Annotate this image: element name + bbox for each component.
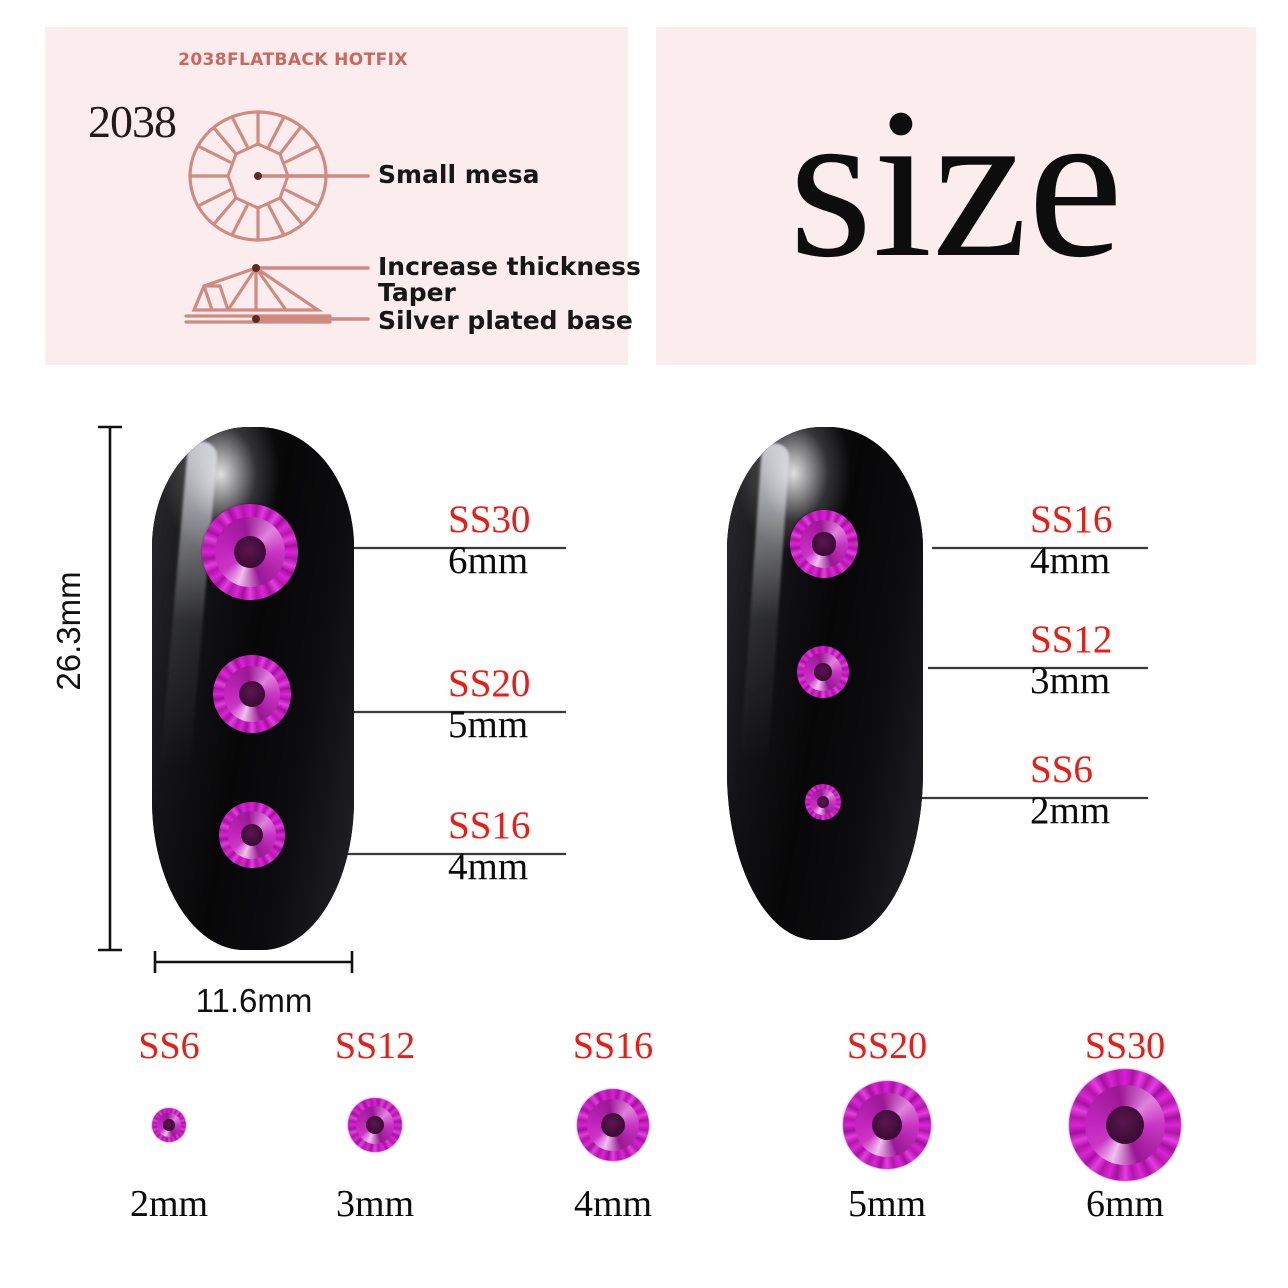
nail-width-label: 11.6mm	[195, 982, 313, 1019]
callout-ss12-size: SS12	[1030, 618, 1113, 661]
size-chart-ss20-label: SS20	[846, 1025, 928, 1067]
size-chart-ss30-gem	[1069, 1069, 1181, 1181]
size-chart-ss6-mm: 2mm	[129, 1183, 209, 1225]
stone-ss12-on-nail-right	[797, 646, 849, 698]
size-chart-ss16-label: SS16	[572, 1025, 654, 1067]
callout-ss6-mm: 2mm	[1030, 789, 1111, 832]
stone-ss30-on-nail	[202, 504, 298, 600]
callout-ss16-left: SS16 4mm	[330, 806, 530, 888]
callout-ss30-size: SS30	[448, 498, 531, 541]
size-chart-ss6-gem-wrap	[84, 1066, 254, 1184]
size-chart-ss6-label: SS6	[138, 1025, 200, 1067]
size-chart-ss30-mm: 6mm	[1085, 1183, 1165, 1225]
size-chart-item-ss12: SS12 3mm	[290, 1026, 460, 1224]
callout-ss20-mm: 5mm	[448, 703, 529, 746]
size-chart-ss20-mm: 5mm	[847, 1183, 927, 1225]
callout-increase-thickness: Increase thickness	[378, 252, 641, 281]
size-chart-ss16-mm: 4mm	[573, 1183, 653, 1225]
size-chart-item-ss30: SS30 6mm	[1040, 1026, 1210, 1224]
size-chart-ss30-gem-wrap	[1040, 1066, 1210, 1184]
size-chart-ss20-gem	[843, 1081, 931, 1169]
stone-ss16-on-nail	[219, 802, 285, 868]
nail-width-dimension-line	[153, 951, 354, 973]
nail-height-dimension-line	[98, 425, 122, 952]
size-heading-text: size	[788, 63, 1124, 302]
callout-ss16-left-mm: 4mm	[448, 845, 529, 888]
size-chart-ss16-gem	[577, 1089, 649, 1161]
callout-ss6: SS6 2mm	[912, 750, 1110, 832]
size-chart-item-ss6: SS6 2mm	[84, 1026, 254, 1224]
callout-ss16-left-size: SS16	[448, 804, 531, 847]
callout-ss12-mm: 3mm	[1030, 659, 1111, 702]
size-chart-ss12-gem	[348, 1098, 402, 1152]
stone-ss6-on-nail-right	[805, 784, 841, 820]
callout-small-mesa: Small mesa	[378, 160, 540, 189]
callout-ss20-size: SS20	[448, 662, 531, 705]
callout-ss16-right: SS16 4mm	[912, 500, 1112, 582]
stone-ss16-on-nail-right	[790, 510, 858, 578]
product-code-label: 2038	[88, 96, 177, 147]
callout-ss30: SS30 6mm	[330, 500, 530, 582]
size-chart-ss30-label: SS30	[1084, 1025, 1166, 1067]
callout-ss30-mm: 6mm	[448, 539, 529, 582]
flatback-diagram-panel	[45, 27, 628, 365]
size-chart-ss6-gem	[152, 1108, 186, 1142]
callout-ss16-right-size: SS16	[1030, 498, 1113, 541]
diagram-title: 2038FLATBACK HOTFIX	[178, 50, 408, 70]
callout-ss12: SS12 3mm	[912, 620, 1112, 702]
size-chart-ss12-label: SS12	[334, 1025, 416, 1067]
stone-ss20-on-nail	[213, 655, 291, 733]
callout-ss20: SS20 5mm	[330, 664, 530, 746]
size-chart-ss12-mm: 3mm	[335, 1183, 415, 1225]
size-chart-item-ss16: SS16 4mm	[528, 1026, 698, 1224]
size-chart-item-ss20: SS20 5mm	[802, 1026, 972, 1224]
size-chart-ss12-gem-wrap	[290, 1066, 460, 1184]
callout-taper: Taper	[378, 278, 456, 307]
nail-height-label: 26.3mm	[50, 571, 87, 691]
size-heading-panel: size	[656, 27, 1256, 365]
size-chart-ss16-gem-wrap	[528, 1066, 698, 1184]
callout-ss16-right-mm: 4mm	[1030, 539, 1111, 582]
callout-ss6-size: SS6	[1030, 748, 1093, 791]
size-chart-ss20-gem-wrap	[802, 1066, 972, 1184]
callout-silver-plated-base: Silver plated base	[378, 306, 633, 335]
